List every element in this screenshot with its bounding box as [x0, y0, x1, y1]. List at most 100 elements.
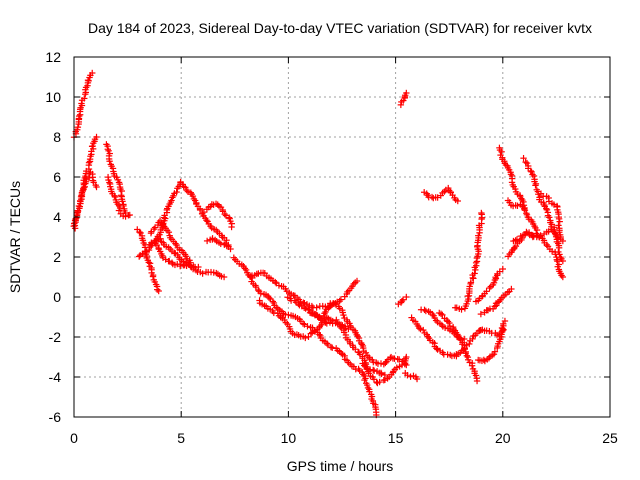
data-point	[403, 293, 410, 301]
y-tick-label: 4	[53, 209, 61, 225]
data-point	[472, 259, 480, 267]
data-point	[559, 273, 567, 281]
data-point	[189, 265, 197, 273]
y-tick-label: -6	[49, 409, 62, 425]
data-point	[543, 241, 550, 249]
data-point	[186, 261, 193, 269]
data-point	[557, 233, 564, 241]
data-point	[106, 158, 113, 165]
data-point	[304, 323, 311, 330]
data-point	[550, 201, 558, 208]
data-point	[522, 158, 529, 166]
data-point	[454, 197, 461, 205]
data-point	[437, 310, 445, 317]
x-tick-label: 5	[177, 430, 185, 446]
data-point	[168, 197, 175, 204]
y-tick-label: 0	[53, 289, 61, 305]
data-point	[478, 209, 485, 217]
data-point	[199, 270, 206, 277]
data-point	[439, 311, 446, 319]
data-point	[491, 303, 498, 310]
data-point	[420, 326, 427, 334]
data-point	[490, 279, 498, 286]
data-point	[393, 364, 401, 371]
data-point	[334, 320, 342, 328]
data-point	[353, 277, 361, 285]
data-point	[415, 324, 423, 332]
data-point	[329, 344, 336, 351]
data-point	[223, 237, 230, 244]
data-point	[333, 316, 340, 324]
data-point	[399, 296, 407, 303]
data-point	[498, 148, 505, 156]
data-point	[74, 123, 82, 131]
x-axis-ticks: 0 5 10 15 20 25	[70, 57, 618, 446]
y-tick-label: 8	[53, 129, 61, 145]
data-point	[529, 171, 536, 178]
data-point	[313, 311, 320, 318]
data-point	[316, 331, 323, 338]
data-point	[446, 322, 454, 330]
data-point	[553, 256, 560, 263]
data-point	[162, 215, 169, 222]
data-point	[529, 233, 537, 241]
data-point	[172, 240, 179, 247]
data-point	[555, 222, 562, 229]
data-point	[227, 245, 234, 253]
data-point	[154, 286, 161, 293]
data-point	[363, 381, 371, 389]
data-point	[269, 298, 277, 305]
data-point	[182, 184, 189, 191]
data-point	[195, 263, 202, 271]
data-point	[353, 331, 360, 338]
data-point	[438, 321, 446, 329]
data-point	[106, 179, 113, 186]
data-point	[203, 216, 210, 224]
data-point	[149, 273, 157, 280]
data-point	[537, 232, 544, 239]
data-point	[135, 253, 143, 260]
data-point	[491, 276, 499, 284]
data-point	[501, 317, 509, 325]
data-point	[254, 286, 262, 294]
data-point	[413, 375, 421, 383]
data-point	[555, 215, 563, 223]
data-point	[556, 251, 563, 258]
data-point	[327, 343, 335, 351]
data-point	[483, 288, 490, 295]
data-point	[75, 112, 83, 120]
data-point	[525, 230, 533, 237]
data-point	[403, 353, 410, 361]
data-point	[364, 384, 372, 392]
data-point	[305, 333, 312, 340]
data-point	[173, 188, 180, 196]
data-point	[221, 210, 228, 218]
y-axis-label: SDTVAR / TECUs	[7, 181, 23, 293]
data-point	[78, 100, 85, 107]
data-point	[337, 321, 345, 328]
data-point	[111, 193, 119, 201]
y-tick-label: 6	[53, 169, 61, 185]
data-point	[189, 192, 197, 200]
data-point	[196, 206, 204, 214]
data-point	[556, 218, 563, 225]
data-point	[122, 213, 129, 220]
data-point	[136, 228, 143, 236]
data-point	[241, 265, 249, 272]
data-point	[518, 234, 526, 242]
data-point	[93, 133, 100, 141]
data-point	[554, 257, 561, 265]
data-point	[214, 201, 221, 208]
data-points	[70, 69, 567, 419]
data-point	[145, 259, 152, 266]
y-tick-label: 10	[45, 89, 61, 105]
data-point	[466, 340, 473, 348]
y-tick-label: -2	[49, 329, 62, 345]
data-point	[543, 205, 550, 212]
data-point	[477, 310, 485, 318]
data-point	[491, 348, 499, 355]
data-point	[242, 266, 250, 274]
data-point	[74, 207, 82, 215]
data-point	[299, 320, 307, 327]
